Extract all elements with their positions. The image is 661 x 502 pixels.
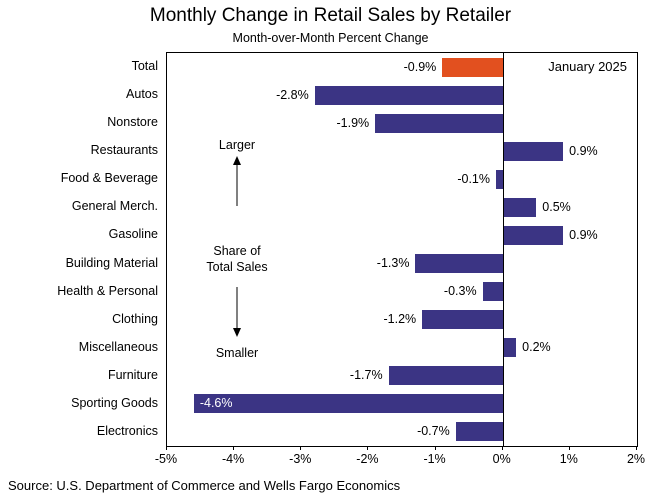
x-axis-tick-label: -1% (423, 452, 446, 466)
bar-value-label: -1.2% (383, 312, 417, 327)
bar-value-label: -0.1% (457, 171, 490, 186)
bar-value-label: 0.9% (569, 227, 598, 242)
category-label: Total (131, 59, 158, 74)
category-label: Miscellaneous (78, 339, 158, 354)
bar-sporting-goods (193, 394, 503, 414)
chart-subtitle: Month-over-Month Percent Change (232, 31, 429, 45)
plot-area: January 2025 Larger Share of Total Sales… (166, 52, 638, 447)
source-text: Source: U.S. Department of Commerce and … (8, 478, 401, 493)
zero-axis-line (502, 53, 504, 446)
bar-nonstore (375, 113, 503, 133)
category-label: Restaurants (90, 143, 158, 158)
category-label: Clothing (112, 311, 158, 326)
x-axis-tick (367, 446, 369, 450)
share-line1: Share of (213, 244, 261, 258)
chart-title: Monthly Change in Retail Sales by Retail… (149, 5, 512, 26)
bar-electronics (455, 422, 503, 442)
category-label: General Merch. (71, 199, 158, 214)
category-label: Building Material (65, 255, 158, 270)
smaller-arrow-icon (233, 287, 241, 337)
bar-food-beverage (496, 169, 503, 189)
bar-value-label: -4.6% (199, 396, 233, 411)
bar-clothing (422, 310, 503, 330)
bar-value-label: 0.5% (542, 199, 571, 214)
category-label: Food & Beverage (60, 171, 158, 186)
bar-gasoline (502, 225, 564, 245)
larger-arrow-icon (233, 156, 241, 206)
bar-value-label: -0.7% (417, 424, 450, 439)
category-label: Gasoline (108, 227, 158, 242)
bar-furniture (388, 366, 503, 386)
bar-value-label: 0.2% (522, 340, 551, 355)
x-axis-tick (300, 446, 302, 450)
bar-value-label: -1.3% (376, 256, 410, 271)
smaller-label: Smaller (215, 346, 259, 360)
bar-value-label: -2.8% (276, 87, 309, 102)
category-label: Health & Personal (57, 283, 158, 298)
bar-value-label: -0.9% (403, 59, 437, 74)
x-axis-tick-label: 1% (559, 452, 578, 466)
bar-total (442, 57, 503, 77)
bar-value-label: -1.9% (336, 115, 370, 130)
x-axis-tick-label: -5% (154, 452, 178, 466)
x-axis-tick (501, 446, 503, 450)
x-axis-tick-label: 2% (626, 452, 646, 466)
share-of-total-sales-label: Share of Total Sales (182, 243, 292, 275)
bar-value-label: -0.3% (443, 284, 477, 299)
date-annotation: January 2025 (548, 59, 627, 74)
share-line2: Total Sales (206, 260, 268, 274)
x-axis-tick-label: -3% (289, 452, 312, 466)
bar-miscellaneous (502, 338, 517, 358)
x-axis-tick (434, 446, 436, 450)
category-label: Nonstore (107, 115, 158, 130)
x-axis-tick-label: -4% (222, 452, 245, 466)
bar-value-label: 0.9% (569, 143, 598, 158)
category-label: Autos (126, 87, 158, 102)
x-axis-tick-label: -2% (356, 452, 379, 466)
x-axis-tick-label: 0% (492, 452, 511, 466)
bar-restaurants (502, 141, 564, 161)
larger-label: Larger (218, 138, 256, 152)
x-axis-tick (568, 446, 570, 450)
x-axis-tick (233, 446, 235, 450)
category-label: Furniture (107, 367, 158, 382)
x-axis-tick (636, 446, 637, 450)
category-label: Sporting Goods (71, 395, 158, 410)
bar-building-material (415, 254, 503, 274)
bar-autos (314, 85, 503, 105)
bar-value-label: -1.7% (349, 368, 383, 383)
x-axis-tick (166, 446, 167, 450)
bar-general-merch- (502, 197, 537, 217)
category-label: Electronics (96, 423, 158, 438)
bar-health-personal (482, 282, 503, 302)
